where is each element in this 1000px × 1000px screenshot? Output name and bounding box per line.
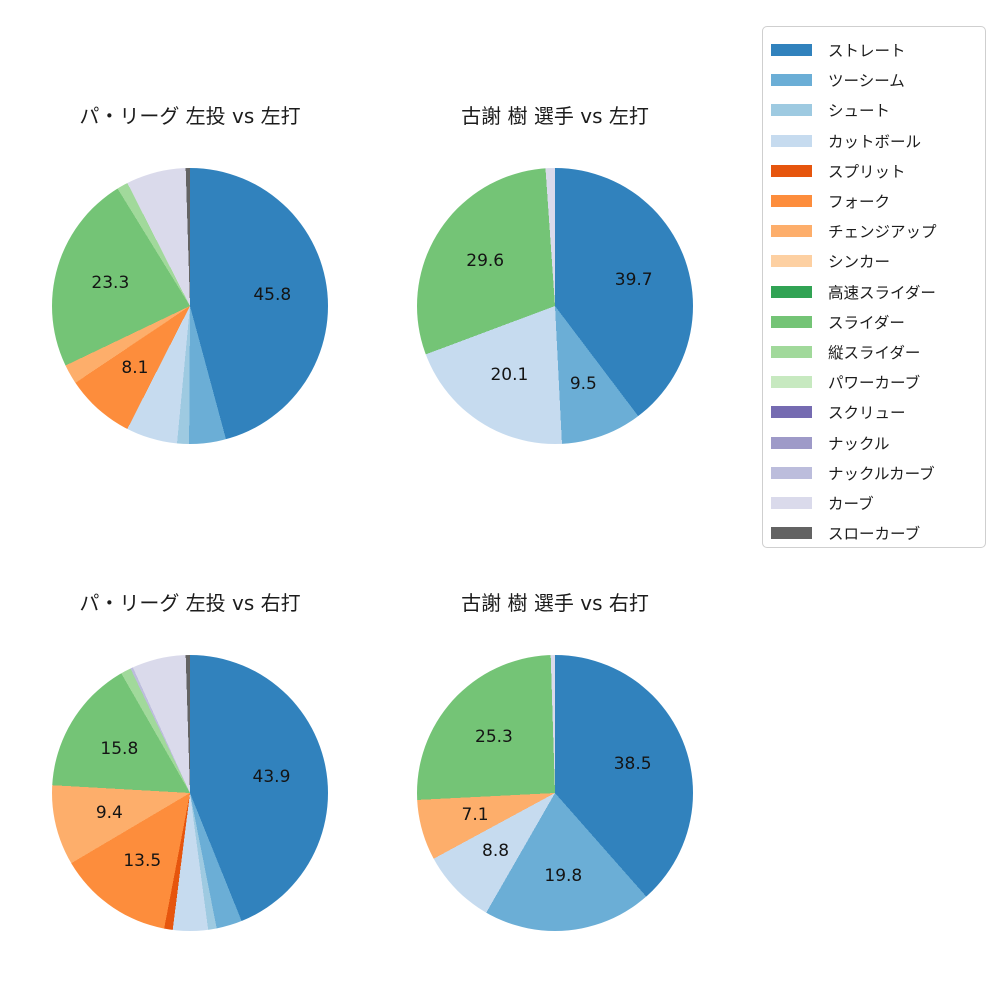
legend-item-label: 縦スライダー [828,343,921,362]
legend-item: スライダー [771,307,985,337]
legend-color-swatch [771,376,812,389]
legend-color-swatch [771,195,812,208]
legend-item-label: スクリュー [828,404,906,423]
legend-item: スプリット [771,156,985,186]
legend-color-swatch [771,496,812,509]
legend-item-label: パワーカーブ [828,374,921,393]
legend-color-swatch [771,527,812,540]
legend-item: カーブ [771,488,985,518]
legend-color-swatch [771,345,812,358]
legend-item: ストレート [771,35,985,65]
legend-item-label: ツーシーム [828,72,905,91]
pie-chart-koja-vs-rhb [417,655,693,931]
legend-item: 高速スライダー [771,277,985,307]
legend-item: 縦スライダー [771,337,985,367]
legend-color-swatch [771,225,812,238]
legend-color-swatch [771,315,812,328]
legend-item-label: カットボール [828,132,922,151]
pie-figure-pa-league-lhp-vs-rhb: 43.9 13.5 9.4 15.8 [52,655,328,931]
pie-title-koja-vs-rhb: 古謝 樹 選手 vs 右打 [461,591,649,615]
legend-color-swatch [771,436,812,449]
legend-color-swatch [771,44,812,57]
legend-color-swatch [771,164,812,177]
legend-item-label: スローカーブ [828,525,921,544]
legend-item: スクリュー [771,397,985,427]
pie-title-koja-vs-lhb: 古謝 樹 選手 vs 左打 [461,104,649,128]
legend-color-swatch [771,255,812,268]
legend-color-swatch [771,406,812,419]
legend-item-label: シンカー [828,253,891,272]
legend-item-label: スライダー [828,313,905,332]
legend-color-swatch [771,466,812,479]
legend-item-label: シュート [828,102,891,121]
legend-item: シンカー [771,246,985,276]
legend-item-label: フォーク [828,193,891,212]
legend-color-swatch [771,134,812,147]
legend-item-label: カーブ [828,494,874,513]
legend-item: パワーカーブ [771,367,985,397]
pie-figure-koja-vs-rhb: 38.5 19.8 8.8 7.1 25.3 [417,655,693,931]
legend-item-label: ストレート [828,42,906,61]
legend-item: フォーク [771,186,985,216]
legend-item: ナックル [771,427,985,457]
legend-item-label: チェンジアップ [828,223,937,242]
legend-item-label: ナックルカーブ [828,464,935,483]
legend-item-label: 高速スライダー [828,283,936,302]
legend-item: ナックルカーブ [771,458,985,488]
legend-items: ストレートツーシームシュートカットボール スプリットフォークチェンジアップ シンカー… [771,35,985,548]
pie-figure-koja-vs-lhb: 39.7 9.5 20.1 29.6 [417,168,693,444]
legend-item: ツーシーム [771,65,985,95]
legend-color-swatch [771,104,812,117]
legend-item: カットボール [771,126,985,156]
pie-chart-pa-league-lhp-vs-rhb [52,655,328,931]
legend-item: シュート [771,95,985,125]
legend-color-swatch [771,74,812,87]
pie-title-pa-league-lhp-vs-rhb: パ・リーグ 左投 vs 右打 [79,591,301,615]
pie-chart-pa-league-lhp-vs-lhb [52,168,328,444]
legend: ストレートツーシームシュートカットボール スプリットフォークチェンジアップ シンカー… [762,26,986,548]
pie-figure-pa-league-lhp-vs-lhb: 45.8 8.1 23.3 [52,168,328,444]
legend-item-label: ナックル [828,434,890,453]
pie-title-pa-league-lhp-vs-lhb: パ・リーグ 左投 vs 左打 [79,104,301,128]
legend-item: スローカーブ [771,518,985,548]
pie-chart-koja-vs-lhb [417,168,693,444]
legend-item: チェンジアップ [771,216,985,246]
legend-color-swatch [771,285,812,298]
legend-item-label: スプリット [828,162,906,181]
